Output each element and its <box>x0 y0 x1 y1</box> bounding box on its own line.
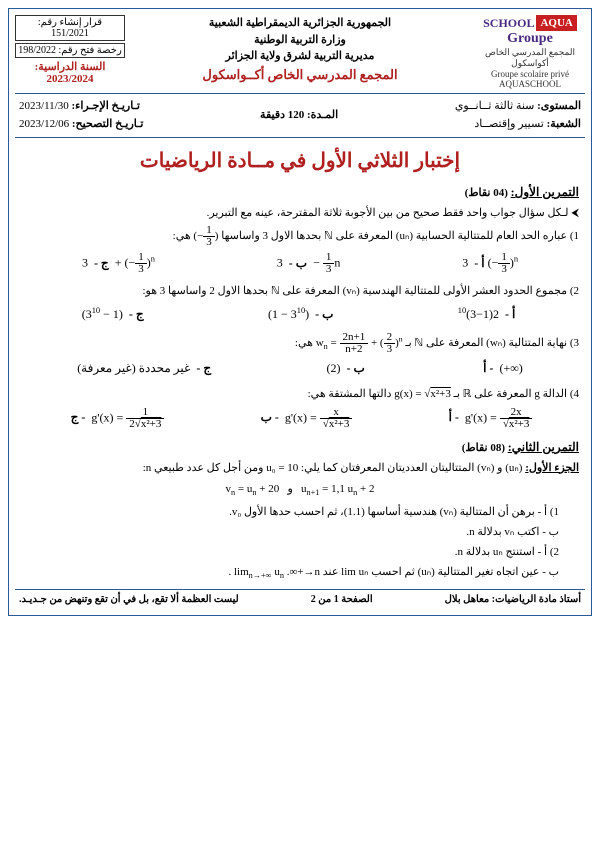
school-logo: AQUA SCHOOL Groupe المجمع المدرسي الخاص … <box>475 15 585 89</box>
ex1-q2-options: أ - 2(1−3)10 ب - (310 − 1) ج - (1 − 310) <box>21 304 579 324</box>
footer: أستاذ مادة الرياضيات: معاهل بلال الصفحة … <box>15 589 585 609</box>
republic-line: الجمهورية الجزائرية الديمقراطية الشعبية <box>129 15 471 32</box>
ex1-q3-options: أ - (+∞) ب - (2) ج - غير محددة (غير معرف… <box>21 359 579 378</box>
logo-fr: Groupe scolaire privé AQUASCHOOL <box>475 69 585 89</box>
decree-box-2: رخصة فتح رقم: 198/2022 <box>15 43 125 58</box>
directorate-line: مديرية التربية لشرق ولاية الجزائر <box>129 48 471 65</box>
ministry-line: وزارة التربية الوطنية <box>129 32 471 49</box>
ex2-2b: ب - عين اتجاه تغير المتتالية (uₙ) ثم احس… <box>21 564 559 583</box>
school-name: المجمع المدرسي الخاص أكــواسكول <box>129 65 471 85</box>
ex1-q4-options: أ - g'(x) = 2x√x²+3 ب - g'(x) = x√x²+3 ج… <box>21 407 579 430</box>
footer-quote: ليست العظمة ألا تقع، بل في أن تقع وتنهض … <box>19 594 239 605</box>
ex2-part1: الجزء الأول: (uₙ) و (vₙ) المتتاليتان الع… <box>21 460 579 477</box>
ex2-heading: التمرين الثاني: <box>508 440 579 454</box>
teacher-name: أستاذ مادة الرياضيات: معاهل بلال <box>445 594 581 605</box>
info-right: المستوى: سنة ثالثة ثــانــوي الشعبة: تسي… <box>455 98 581 133</box>
exam-page: AQUA SCHOOL Groupe المجمع المدرسي الخاص … <box>8 8 592 616</box>
content: التمرين الأول: (04 نقاط) ⮜ لـكل سؤال جوا… <box>15 183 585 589</box>
ex2-1b: ب - اكتب vₙ بدلالة n. <box>21 524 559 541</box>
ex1-q3: 3) نهاية المتتالية (wₙ) المعرفة على ℕ بـ… <box>21 332 579 355</box>
ex1-q1-c: ج - 3 + (−13)n <box>82 252 155 275</box>
ex1-q4-c: ج - g'(x) = 12√x²+3 <box>68 407 165 430</box>
decree-box-1: قرار إنشاء رقم: 151/2021 <box>15 15 125 41</box>
info-row: المستوى: سنة ثالثة ثــانــوي الشعبة: تسي… <box>15 94 585 138</box>
ex1-q4-b: ب - g'(x) = x√x²+3 <box>258 407 353 430</box>
ex2-points: (08 نقاط) <box>462 442 505 454</box>
ex1-q1-b: ب - 3 − 13n <box>277 252 341 275</box>
logo-ar: المجمع المدرسي الخاص أكواسكول <box>475 47 585 69</box>
exercise-1: التمرين الأول: (04 نقاط) ⮜ لـكل سؤال جوا… <box>21 183 579 429</box>
header-right: قرار إنشاء رقم: 151/2021 رخصة فتح رقم: 1… <box>15 15 125 89</box>
ex1-q4: 4) الدالة g المعرفة على ℝ بـ g(x) = √x²+… <box>21 386 579 403</box>
logo-groupe: Groupe <box>475 31 585 47</box>
header: AQUA SCHOOL Groupe المجمع المدرسي الخاص … <box>15 15 585 94</box>
ex1-q1: 1) عباره الحد العام للمتتالية الحسابية (… <box>21 225 579 248</box>
ex1-q3-a: أ - (+∞) <box>480 359 523 378</box>
exam-title: إختبار الثلاثي الأول في مــادة الرياضيات <box>15 138 585 183</box>
page-number: الصفحة 1 من 2 <box>311 594 373 605</box>
ex1-intro: ⮜ لـكل سؤال جواب واحد فقط صحيح من بين ال… <box>21 205 579 222</box>
logo-school: SCHOOL <box>483 16 534 31</box>
ex2-1a: 1) أ - برهن أن المتتالية (vₙ) هندسية أسا… <box>21 504 559 521</box>
ex1-q1-a: أ - 3(−13)n <box>462 252 518 275</box>
ex1-q2-c: ج - (1 − 310) <box>82 304 147 324</box>
logo-aqua: AQUA <box>536 15 576 31</box>
header-center: الجمهورية الجزائرية الديمقراطية الشعبية … <box>129 15 471 89</box>
ex1-q3-c: ج - غير محددة (غير معرفة) <box>77 359 214 378</box>
ex1-q3-b: ب - (2) <box>326 359 367 378</box>
ex1-q2-b: ب - (310 − 1) <box>268 304 336 324</box>
info-left: تـاريـخ الإجـراء: 2023/11/30 تـاريـخ الت… <box>19 98 143 133</box>
ex2-2a: 2) أ - استنتج uₙ بدلالة n. <box>21 544 559 561</box>
ex2-recurrence: vn = un + 20 و un+1 = 1,1 un + 2 <box>21 481 579 500</box>
exercise-2: التمرين الثاني: (08 نقاط) الجزء الأول: (… <box>21 438 579 583</box>
ex1-q4-a: أ - g'(x) = 2x√x²+3 <box>446 407 533 430</box>
ex1-q2: 2) مجموع الحدود العشر الأولى للمتتالية ا… <box>21 283 579 300</box>
ex1-q1-options: أ - 3(−13)n ب - 3 − 13n ج - 3 + (−13)n <box>21 252 579 275</box>
ex1-points: (04 نقاط) <box>465 187 508 199</box>
duration: المـدة: 120 دقيقة <box>260 107 338 125</box>
ex1-heading: التمرين الأول: <box>511 185 579 199</box>
ex1-q2-a: أ - 2(1−3)10 <box>458 304 519 324</box>
school-year: السنة الدراسية: 2023/2024 <box>15 60 125 85</box>
